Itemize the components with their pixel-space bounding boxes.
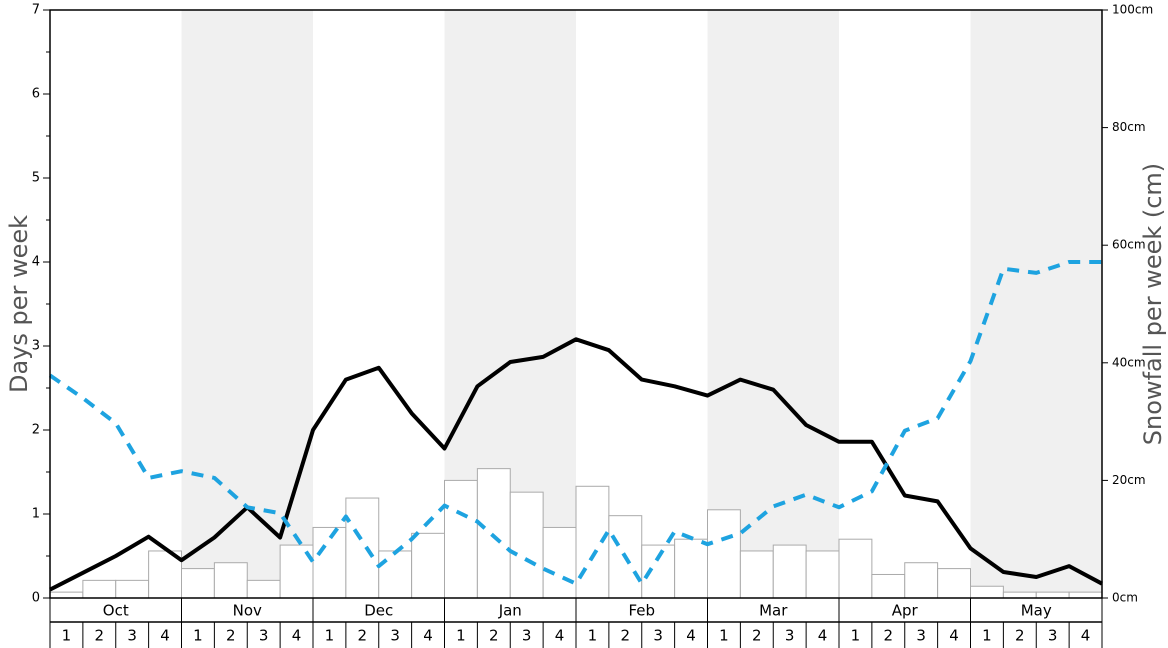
snowfall-bar <box>641 544 676 599</box>
snowfall-bar <box>246 579 281 599</box>
snowfall-bar <box>509 491 544 599</box>
left-axis-title: Days per week <box>5 215 33 393</box>
right-axis: 0cm 20cm 40cm 60cm 80cm 100cm <box>1102 3 1153 605</box>
week-label: 2 <box>752 627 762 645</box>
snowfall-bar <box>739 550 774 599</box>
week-label: 1 <box>456 627 466 645</box>
snowfall-bar <box>542 526 577 599</box>
right-axis-title: Snowfall per week (cm) <box>1139 163 1167 445</box>
snowfall-bar <box>1068 591 1103 599</box>
snowfall-bar <box>1002 591 1037 599</box>
week-label: 2 <box>621 627 631 645</box>
week-label: 3 <box>522 627 532 645</box>
left-tick-label: 5 <box>32 171 40 186</box>
week-label: 2 <box>884 627 894 645</box>
snowfall-bar <box>707 509 741 599</box>
right-tick-label: 40cm <box>1112 355 1146 369</box>
snowfall-bar <box>1035 591 1070 599</box>
snowfall-bar <box>378 550 413 599</box>
week-label: 2 <box>358 627 368 645</box>
month-label: Apr <box>892 602 919 620</box>
left-tick-label: 1 <box>32 507 40 522</box>
left-tick-label: 2 <box>32 423 40 438</box>
snowfall-bar <box>82 579 117 599</box>
week-label: 3 <box>916 627 926 645</box>
left-tick-label: 6 <box>32 87 40 102</box>
snowfall-bar <box>575 485 610 599</box>
days-line <box>49 337 1103 592</box>
snowfall-bar <box>49 591 84 599</box>
snowfall-bar <box>115 579 150 599</box>
week-label: 3 <box>390 627 400 645</box>
week-label: 2 <box>226 627 236 645</box>
week-label: 4 <box>818 627 828 645</box>
month-label: Jan <box>498 602 522 620</box>
snow-days-line <box>48 260 1102 586</box>
week-label: 1 <box>325 627 335 645</box>
snowfall-bar <box>904 562 939 599</box>
month-row: Oct Nov Dec Jan Feb Mar Apr May <box>49 598 1103 623</box>
month-label: Oct <box>103 602 129 620</box>
right-tick-label: 80cm <box>1112 120 1146 134</box>
snowfall-bar <box>838 538 873 599</box>
month-label: Mar <box>759 602 788 620</box>
series-lines <box>48 260 1103 592</box>
week-label: 4 <box>292 627 302 645</box>
left-tick-label: 0 <box>32 591 40 606</box>
week-label: 4 <box>686 627 696 645</box>
week-label: 1 <box>719 627 729 645</box>
week-label: 2 <box>95 627 105 645</box>
week-label: 2 <box>489 627 499 645</box>
week-label: 1 <box>982 627 992 645</box>
snowfall-bar <box>411 532 445 599</box>
week-label: 1 <box>851 627 861 645</box>
snowfall-bar <box>345 497 380 599</box>
week-label: 3 <box>127 627 137 645</box>
month-label: Nov <box>233 602 262 620</box>
week-label: 4 <box>949 627 959 645</box>
month-label: Feb <box>628 602 655 620</box>
snowfall-bar <box>805 550 840 599</box>
snowfall-bar <box>312 526 347 599</box>
right-tick-label: 60cm <box>1112 238 1146 252</box>
week-label: 1 <box>62 627 72 645</box>
left-axis: 0 1 2 3 4 5 6 7 <box>32 3 50 606</box>
week-label: 4 <box>423 627 433 645</box>
snowfall-bar <box>871 573 906 599</box>
snowfall-bar <box>213 562 248 599</box>
right-tick-label: 100cm <box>1112 3 1153 17</box>
month-label: May <box>1021 602 1052 620</box>
snowfall-bar <box>181 568 215 599</box>
right-tick-label: 20cm <box>1112 473 1146 487</box>
snowfall-bar <box>970 585 1004 599</box>
month-shading <box>181 10 1102 598</box>
month-label: Dec <box>364 602 393 620</box>
snowfall-bar <box>937 568 971 599</box>
week-label: 3 <box>1048 627 1058 645</box>
week-label: 3 <box>653 627 663 645</box>
snowfall-bar <box>772 544 807 599</box>
week-row: 1 2 3 4 1 2 3 4 1 2 3 4 1 2 3 4 1 2 3 4 1 2 3 4 1 2 3 4 1 2 3 4 <box>49 622 1103 648</box>
week-label: 1 <box>588 627 598 645</box>
snowfall-bar <box>674 538 708 599</box>
snowfall-bar <box>444 479 478 599</box>
week-label: 3 <box>259 627 269 645</box>
left-tick-label: 3 <box>32 339 40 354</box>
week-label: 3 <box>785 627 795 645</box>
week-label: 1 <box>193 627 203 645</box>
left-tick-label: 7 <box>32 3 40 18</box>
week-label: 4 <box>160 627 170 645</box>
left-tick-label: 4 <box>32 255 40 270</box>
week-label: 4 <box>1081 627 1091 645</box>
week-label: 2 <box>1015 627 1025 645</box>
snowfall-bar <box>476 468 511 599</box>
right-tick-label: 0cm <box>1112 591 1138 605</box>
week-label: 4 <box>555 627 565 645</box>
